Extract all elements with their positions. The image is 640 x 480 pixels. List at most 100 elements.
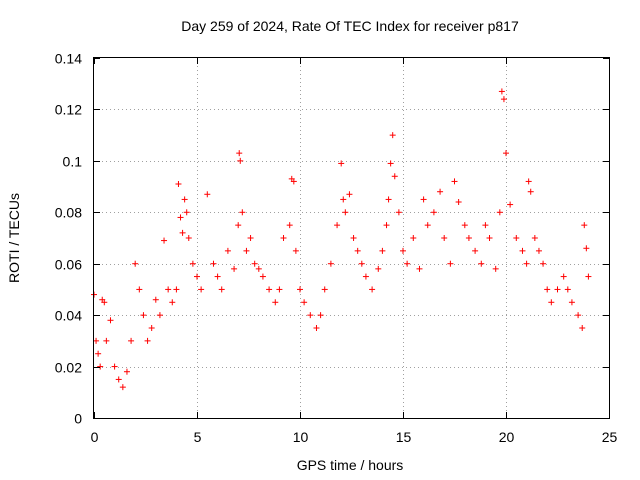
data-point: [461, 222, 468, 229]
data-point: [340, 196, 347, 203]
data-point: [503, 150, 509, 157]
data-point: [379, 247, 386, 254]
y-tick-label: 0.06: [55, 257, 82, 273]
data-point: [540, 260, 547, 267]
data-point: [334, 222, 341, 229]
data-point: [579, 325, 586, 331]
data-point: [183, 209, 190, 216]
data-point: [119, 384, 126, 391]
y-tick-label: 0: [74, 411, 82, 427]
data-point: [346, 191, 353, 198]
data-point: [140, 312, 147, 319]
data-point: [523, 260, 530, 267]
y-tick-label: 0.12: [55, 102, 82, 118]
data-point: [236, 150, 243, 157]
x-axis-ticks: 0 5 10 15 20 25: [91, 58, 617, 445]
data-point: [350, 235, 357, 241]
data-point: [214, 273, 221, 280]
data-point: [554, 286, 561, 293]
data-point: [441, 235, 448, 241]
data-point: [498, 88, 505, 95]
y-tick-label: 0.02: [55, 360, 82, 376]
data-point: [243, 247, 250, 254]
data-point: [404, 260, 411, 267]
data-point: [424, 222, 431, 229]
data-point: [280, 235, 287, 241]
x-tick-label: 20: [499, 429, 515, 445]
data-point: [447, 260, 454, 267]
data-point: [292, 247, 299, 254]
data-point: [247, 235, 254, 241]
data-point: [410, 235, 417, 241]
data-point: [465, 235, 472, 241]
data-point: [342, 209, 349, 216]
data-point: [107, 317, 114, 324]
data-point: [362, 273, 369, 280]
data-point: [383, 222, 390, 229]
data-point: [430, 209, 437, 216]
x-tick-label: 10: [293, 429, 309, 445]
data-point: [358, 260, 365, 267]
data-point: [290, 178, 297, 185]
data-point: [237, 157, 244, 164]
data-point: [451, 178, 458, 185]
data-point: [156, 312, 163, 319]
data-point: [251, 260, 258, 267]
data-point: [568, 299, 575, 306]
data-point: [161, 237, 168, 244]
data-point: [297, 286, 303, 293]
data-point: [301, 299, 308, 306]
data-point: [101, 299, 108, 306]
data-point: [482, 222, 489, 229]
chart-title: Day 259 of 2024, Rate Of TEC Index for r…: [181, 18, 519, 34]
data-point: [564, 286, 571, 293]
data-point: [313, 325, 320, 331]
data-point: [231, 265, 238, 272]
y-axis-label: ROTI / TECUs: [6, 193, 22, 283]
y-axis-ticks: 0 0.02 0.04 0.06 0.08 0.1 0.12 0.14: [55, 51, 609, 427]
data-point: [115, 376, 122, 383]
data-point: [455, 199, 462, 205]
data-point: [194, 273, 200, 280]
y-tick-label: 0.14: [55, 51, 82, 67]
data-point: [437, 188, 444, 195]
data-point: [338, 160, 345, 167]
data-point: [387, 160, 394, 167]
data-point: [111, 363, 118, 370]
data-point: [327, 260, 334, 267]
data-point: [395, 209, 402, 216]
data-point: [286, 222, 293, 229]
data-point: [307, 312, 314, 319]
data-point: [400, 247, 406, 254]
data-point: [583, 245, 590, 252]
data-point: [128, 337, 135, 344]
x-tick-label: 15: [396, 429, 412, 445]
data-point: [255, 265, 262, 272]
data-point: [224, 247, 231, 254]
data-point: [235, 222, 242, 229]
data-point: [560, 273, 567, 280]
data-point: [181, 196, 188, 203]
data-point: [173, 286, 180, 293]
data-point: [317, 312, 324, 319]
data-point: [259, 273, 266, 280]
data-point: [239, 209, 246, 216]
data-point: [496, 209, 503, 216]
data-point: [500, 96, 507, 103]
data-point: [185, 235, 192, 241]
data-point: [210, 260, 217, 267]
data-point: [189, 260, 196, 267]
data-point: [492, 265, 499, 272]
y-tick-label: 0.08: [55, 205, 82, 221]
x-tick-label: 0: [91, 429, 99, 445]
data-point: [123, 368, 130, 375]
data-point: [486, 235, 493, 241]
data-point: [519, 247, 526, 254]
data-point: [535, 247, 542, 254]
data-point: [385, 196, 392, 203]
data-point: [391, 173, 398, 180]
x-tick-label: 5: [194, 429, 202, 445]
data-point: [276, 286, 283, 293]
x-axis-label: GPS time / hours: [297, 457, 404, 473]
